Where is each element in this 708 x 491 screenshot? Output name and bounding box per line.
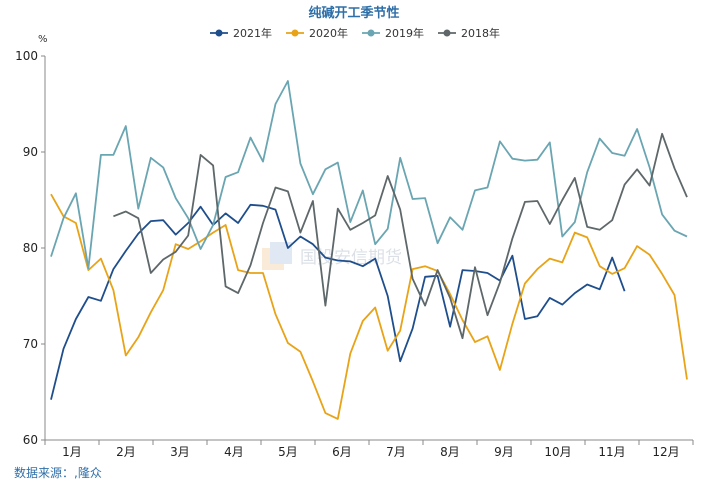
y-tick-label: 80 [23,241,38,255]
legend-swatch-marker [443,29,451,37]
x-tick-label: 12月 [652,445,679,459]
x-tick-label: 10月 [544,445,571,459]
legend-label: 2018年 [461,26,500,40]
chart-title: 纯碱开工季节性 [308,5,399,21]
legend: 2021年 2020年 2019年 2018年 [210,26,500,40]
x-tick-label: 1月 [62,445,82,459]
x-tick-label: 5月 [278,445,298,459]
legend-label: 2019年 [385,26,424,40]
y-tick-label: 90 [23,145,38,159]
series-line [113,132,688,340]
y-axis-unit: % [38,34,48,45]
x-tick-label: 6月 [332,445,352,459]
watermark-text: 国投安信期货 [300,248,402,268]
series-line [50,193,688,420]
x-tick-label: 3月 [170,445,190,459]
legend-label: 2021年 [233,26,272,40]
x-tick-label: 7月 [386,445,406,459]
x-tick-label: 8月 [440,445,460,459]
legend-swatch-marker [215,29,223,37]
series-line [50,80,688,270]
data-source: 数据来源：,隆众 [14,465,102,480]
legend-swatch-marker [291,29,299,37]
legend-label: 2020年 [309,26,348,40]
watermark-logo-back [262,248,284,270]
x-tick-label: 4月 [224,445,244,459]
x-tick-label: 9月 [494,445,514,459]
watermark-logo-front [270,242,292,264]
y-tick-label: 100 [15,49,38,63]
x-tick-label: 2月 [116,445,136,459]
y-tick-label: 70 [23,337,38,351]
axes: 60 70 80 90 100 1月 2月 3月 4月 5月 6月 7月 8月 9月 10月 11月 12月 [15,49,694,459]
series-line [50,203,626,400]
legend-swatch-marker [367,29,375,37]
y-tick-label: 60 [23,433,38,447]
x-tick-label: 11月 [598,445,625,459]
series-lines [50,80,688,420]
